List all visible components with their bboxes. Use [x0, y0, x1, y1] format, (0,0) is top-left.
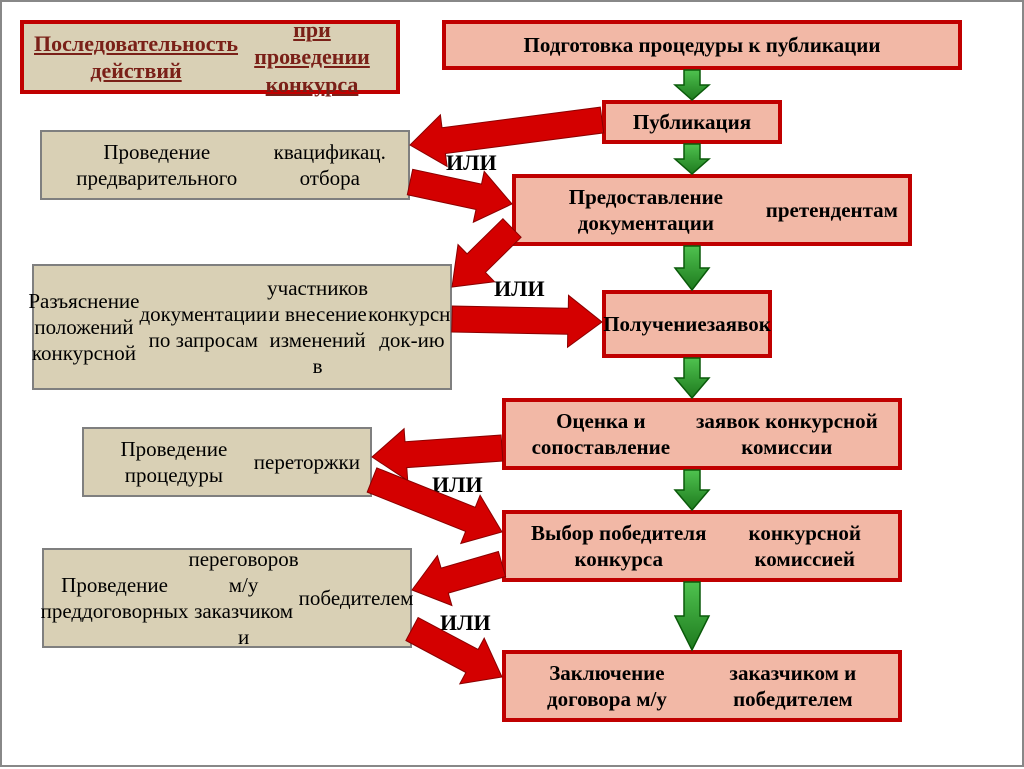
node-line: Выбор победителя конкурса [516, 520, 721, 573]
main-node-m6: Выбор победителя конкурсаконкурсной коми… [502, 510, 902, 582]
node-line: Предоставление документации [526, 184, 766, 237]
side-node-s4: Проведение преддоговорныхпереговоров м/у… [42, 548, 412, 648]
green-arrow-2 [675, 246, 709, 290]
node-line: Проведение преддоговорных [41, 572, 189, 625]
main-node-m3: Предоставление документациипретендентам [512, 174, 912, 246]
node-line: заявок [707, 311, 771, 337]
or-label-1: ИЛИ [494, 276, 545, 302]
title-line: при проведении конкурса [238, 16, 386, 99]
main-node-m2: Публикация [602, 100, 782, 144]
red-arrow-1 [407, 169, 512, 222]
node-line: Заключение договора м/у [516, 660, 698, 713]
main-node-m4: Получениезаявок [602, 290, 772, 358]
or-label-3: ИЛИ [440, 610, 491, 636]
node-line: заказчиком и победителем [698, 660, 888, 713]
node-line: Разъяснение положений конкурсной [28, 288, 139, 367]
main-node-m5: Оценка и сопоставлениезаявок конкурсной … [502, 398, 902, 470]
node-line: заявок конкурсной комиссии [686, 408, 888, 461]
green-arrow-5 [675, 582, 709, 650]
node-line: Публикация [633, 109, 751, 135]
or-label-0: ИЛИ [446, 150, 497, 176]
node-line: Проведение процедуры [94, 436, 254, 489]
red-arrow-0 [410, 107, 604, 166]
node-line: Подготовка процедуры к публикации [524, 32, 881, 58]
green-arrow-4 [675, 470, 709, 510]
node-line: претендентам [766, 197, 898, 223]
side-node-s2: Разъяснение положений конкурснойдокумент… [32, 264, 452, 390]
main-node-m1: Подготовка процедуры к публикации [442, 20, 962, 70]
node-line: победителем [299, 585, 414, 611]
green-arrow-3 [675, 358, 709, 398]
red-arrow-3 [452, 295, 602, 347]
main-node-m7: Заключение договора м/узаказчиком и побе… [502, 650, 902, 722]
node-line: квацификац. отбора [262, 139, 398, 192]
node-line: переговоров м/у заказчиком и [189, 546, 299, 651]
node-line: документации по запросам [140, 301, 268, 354]
side-node-s1: Проведение предварительногоквацификац. о… [40, 130, 410, 200]
node-line: конкурсн. док-ию [368, 301, 456, 354]
node-line: Проведение предварительного [52, 139, 262, 192]
red-arrow-6 [412, 552, 506, 606]
node-line: конкурсной комиссией [721, 520, 888, 573]
or-label-2: ИЛИ [432, 472, 483, 498]
node-line: участников и внесение изменений в [267, 275, 368, 380]
title-line: Последовательность действий [34, 30, 238, 85]
node-line: Получение [603, 311, 707, 337]
side-node-s3: Проведение процедурыпереторжки [82, 427, 372, 497]
node-line: переторжки [254, 449, 360, 475]
green-arrow-0 [675, 70, 709, 100]
green-arrow-1 [675, 144, 709, 174]
node-line: Оценка и сопоставление [516, 408, 686, 461]
title-box: Последовательность действийпри проведени… [20, 20, 400, 94]
